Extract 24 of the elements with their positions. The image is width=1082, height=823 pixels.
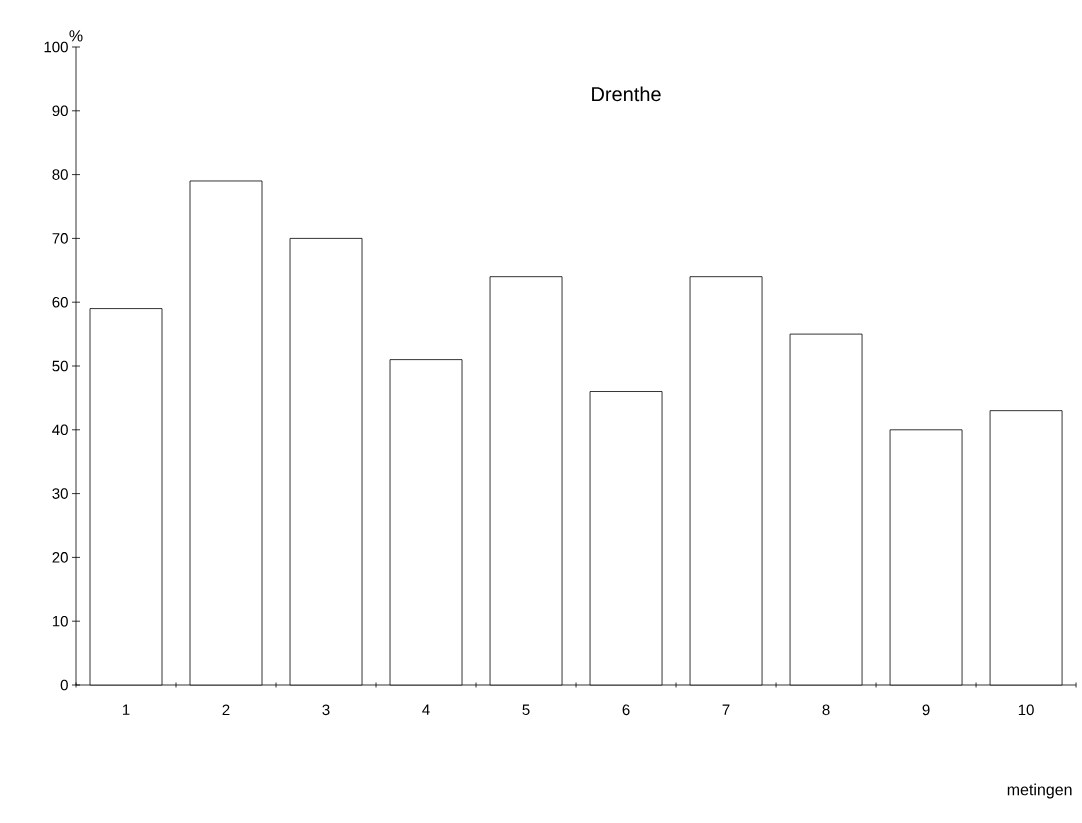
x-tick-label: 6: [622, 704, 630, 716]
x-tick-label: 2: [222, 704, 230, 716]
y-tick-label: 60: [52, 296, 68, 308]
y-tick-label: 0: [60, 679, 68, 691]
x-tick-label: 8: [822, 704, 830, 716]
y-tick-label: 20: [52, 552, 68, 563]
x-tick-label: 3: [322, 704, 330, 716]
y-tick-label: 100: [44, 41, 68, 53]
y-tick-label: 80: [52, 169, 68, 180]
y-tick-label: 50: [52, 360, 68, 372]
x-tick-label: 1: [122, 704, 130, 715]
x-axis-title: metingen: [1007, 783, 1072, 799]
y-axis-title: %: [69, 30, 83, 42]
x-tick-label: 5: [522, 704, 530, 715]
y-tick-label: 10: [52, 615, 68, 627]
x-tick-label: 10: [1018, 704, 1034, 716]
y-tick-label: 90: [52, 105, 68, 117]
y-tick-label: 40: [52, 424, 68, 436]
x-tick-label: 4: [422, 704, 430, 715]
text: Drenthe: [592, 86, 661, 102]
x-tick-label: 7: [722, 704, 730, 715]
y-tick-label: 70: [52, 233, 68, 244]
y-tick-label: 30: [52, 488, 68, 499]
x-tick-label: 9: [922, 704, 930, 716]
